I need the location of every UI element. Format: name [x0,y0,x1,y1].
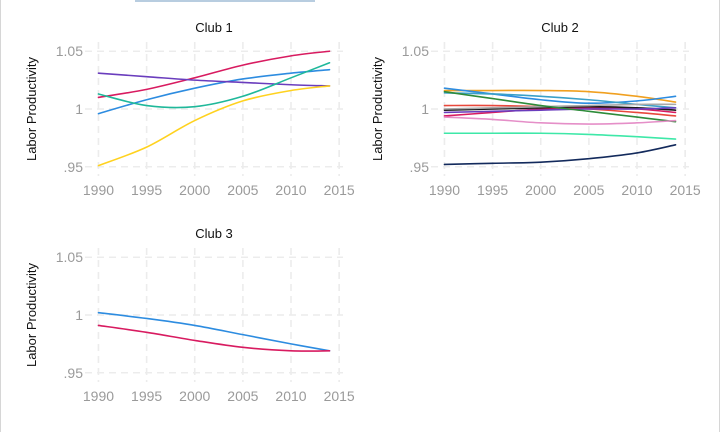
series-line-7 [443,103,677,110]
x-tick-label: 2010 [621,182,652,198]
series-line-8 [443,107,677,114]
x-tick-label: 2005 [573,182,604,198]
x-tick-label: 2015 [324,388,355,404]
gridlines [85,42,343,176]
y-tick-label: .95 [64,159,84,175]
top-accent-bar [135,0,315,2]
series-line-1 [97,311,331,352]
x-tick-label: 2015 [324,182,355,198]
y-axis-label: Labor Productivity [370,56,385,161]
y-tick-label: 1.05 [56,43,83,59]
series-line-1 [443,89,677,103]
x-tick-label: 1995 [477,182,508,198]
x-tick-label: 2000 [179,182,210,198]
x-tick-label: 1990 [83,182,114,198]
y-tick-label: 1 [421,101,429,117]
series-line-11 [443,132,677,140]
series-line-9 [443,90,677,123]
x-tick-label: 1995 [131,182,162,198]
panel-title: Club 3 [195,226,233,241]
y-axis-label: Labor Productivity [24,262,39,367]
y-tick-label: 1 [75,101,83,117]
panel-title: Club 1 [195,20,233,35]
x-tick-label: 1990 [83,388,114,404]
y-tick-label: 1 [75,307,83,323]
panel-club-1: Club 1 Labor Productivity 1990 1995 2000 2005… [24,20,355,198]
x-tick-label: 2010 [275,182,306,198]
y-tick-label: .95 [64,365,84,381]
y-tick-label: 1.05 [56,249,83,265]
series-line-2 [97,324,331,352]
panel-club-3: Club 3 Labor Productivity 1990 1995 2000 2005… [24,226,355,404]
panel-club-2: Club 2 Labor Productivity 1990 1995 2000 2005… [370,20,701,198]
series-line-10 [443,116,677,125]
y-axis-label: Labor Productivity [24,56,39,161]
x-tick-label: 2010 [275,388,306,404]
x-tick-label: 2000 [179,388,210,404]
x-tick-label: 2005 [227,388,258,404]
x-tick-label: 2005 [227,182,258,198]
y-tick-label: .95 [410,159,430,175]
x-tick-label: 2015 [670,182,701,198]
x-tick-label: 1995 [131,388,162,404]
series-line-5 [97,85,331,167]
panel-title: Club 2 [541,20,579,35]
gridlines [85,248,343,382]
series-line-2 [97,68,331,115]
series-line-1 [97,50,331,99]
y-tick-label: 1.05 [402,43,429,59]
series-line-6 [443,105,677,111]
series-line-12 [443,144,677,166]
series-line-3 [97,72,331,87]
x-tick-label: 1990 [429,182,460,198]
x-tick-label: 2000 [525,182,556,198]
series-line-4 [97,61,331,109]
